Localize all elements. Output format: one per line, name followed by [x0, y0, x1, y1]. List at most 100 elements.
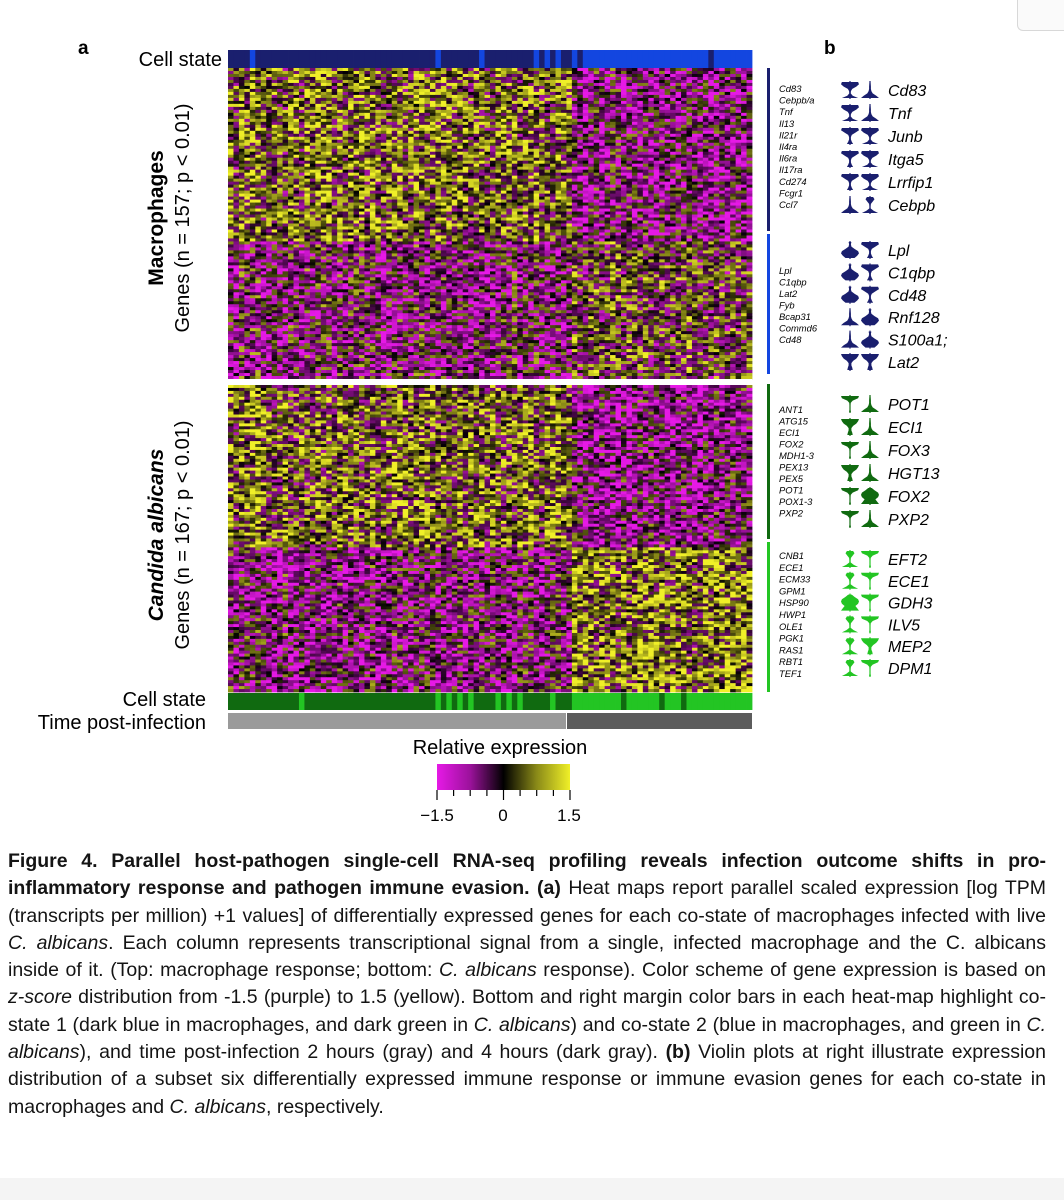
heatmap-cell: [604, 151, 611, 156]
heatmap-cell: [484, 115, 491, 120]
heatmap-cell: [266, 97, 273, 102]
heatmap-cell: [626, 166, 633, 171]
heatmap-cell: [702, 130, 709, 135]
cell-state-segment: [331, 50, 338, 68]
heatmap-cell: [298, 190, 305, 194]
heatmap-cell: [746, 196, 753, 200]
heatmap-cell: [495, 175, 502, 180]
cell-state-segment: [588, 50, 595, 68]
heatmap-cell: [304, 184, 311, 189]
heatmap-cell: [528, 76, 535, 81]
heatmap-cell: [571, 196, 578, 200]
heatmap-cell: [479, 94, 485, 99]
heatmap-cell: [566, 202, 573, 206]
heatmap-cell: [506, 184, 513, 189]
heatmap-cell: [675, 103, 682, 108]
heatmap-cell: [626, 103, 633, 108]
heatmap-cell: [675, 121, 682, 126]
heatmap-cell: [539, 88, 545, 93]
heatmap-cell: [642, 160, 649, 165]
heatmap-cell: [560, 88, 567, 93]
heatmap-cell: [375, 118, 382, 123]
heatmap-cell: [555, 187, 562, 192]
heatmap-cell: [555, 94, 562, 99]
cell-state-segment: [735, 50, 742, 68]
heatmap-cell: [451, 94, 458, 99]
heatmap-cell: [500, 130, 507, 135]
heatmap-cell: [599, 73, 606, 78]
heatmap-cell: [298, 151, 305, 156]
heatmap-cell: [304, 148, 311, 153]
heatmap-cell: [686, 145, 693, 150]
heatmap-cell: [413, 217, 420, 221]
heatmap-cell: [342, 121, 349, 126]
heatmap-cell: [746, 202, 753, 206]
cell-state-segment: [413, 50, 420, 68]
heatmap-cell: [369, 133, 376, 138]
heatmap-cell: [260, 157, 267, 162]
heatmap-cell: [560, 79, 567, 84]
heatmap-cell: [500, 97, 507, 102]
heatmap-cell: [233, 82, 240, 87]
heatmap-cell: [462, 205, 469, 209]
heatmap-cell: [408, 112, 414, 117]
heatmap-cell: [304, 169, 311, 174]
heatmap-cell: [353, 94, 360, 99]
heatmap-cell: [277, 145, 283, 150]
heatmap-cell: [490, 193, 496, 197]
heatmap-cell: [484, 211, 491, 215]
cell-state-segment: [495, 50, 502, 68]
heatmap-cell: [402, 142, 409, 147]
heatmap-cell: [337, 85, 344, 90]
heatmap-cell: [473, 208, 480, 212]
heatmap-cell: [244, 205, 251, 209]
heatmap-cell: [511, 208, 518, 212]
heatmap-cell: [380, 214, 387, 218]
heatmap-cell: [642, 109, 649, 114]
heatmap-cell: [648, 112, 655, 117]
heatmap-cell: [495, 115, 502, 120]
heatmap-cell: [282, 82, 289, 87]
heatmap-cell: [571, 190, 578, 194]
heatmap-cell: [473, 193, 480, 197]
heatmap-cell: [309, 184, 316, 189]
heatmap-cell: [621, 199, 627, 203]
heatmap-cell: [555, 106, 562, 111]
heatmap-cell: [582, 124, 589, 129]
heatmap-cell: [419, 97, 425, 102]
heatmap-cell: [615, 205, 622, 209]
heatmap-cell: [228, 175, 234, 180]
heatmap-cell: [473, 169, 480, 174]
heatmap-cell: [533, 202, 540, 206]
heatmap-cell: [320, 202, 327, 206]
heatmap-cell: [331, 211, 338, 215]
heatmap-cell: [479, 160, 485, 165]
heatmap-cell: [337, 190, 344, 194]
heatmap-cell: [337, 139, 344, 144]
heatmap-cell: [315, 190, 322, 194]
heatmap-cell: [359, 199, 365, 203]
heatmap-cell: [621, 160, 627, 165]
heatmap-cell: [664, 127, 671, 132]
heatmap-cell: [293, 166, 300, 171]
heatmap-cell: [550, 148, 556, 153]
heatmap-cell: [298, 79, 305, 84]
heatmap-cell: [386, 214, 393, 218]
heatmap-cell: [659, 70, 666, 75]
heatmap-cell: [500, 106, 507, 111]
heatmap-cell: [702, 100, 709, 105]
heatmap-cell: [670, 169, 676, 174]
heatmap-cell: [457, 169, 464, 174]
heatmap-cell: [746, 136, 753, 141]
heatmap-cell: [440, 214, 447, 218]
heatmap-cell: [730, 139, 737, 144]
heatmap-cell: [566, 73, 573, 78]
heatmap-cell: [626, 205, 633, 209]
heatmap-cell: [397, 106, 404, 111]
heatmap-cell: [375, 196, 382, 200]
heatmap-cell: [413, 190, 420, 194]
heatmap-cell: [686, 124, 693, 129]
heatmap-cell: [517, 190, 524, 194]
heatmap-cell: [342, 73, 349, 78]
heatmap-cell: [691, 124, 698, 129]
